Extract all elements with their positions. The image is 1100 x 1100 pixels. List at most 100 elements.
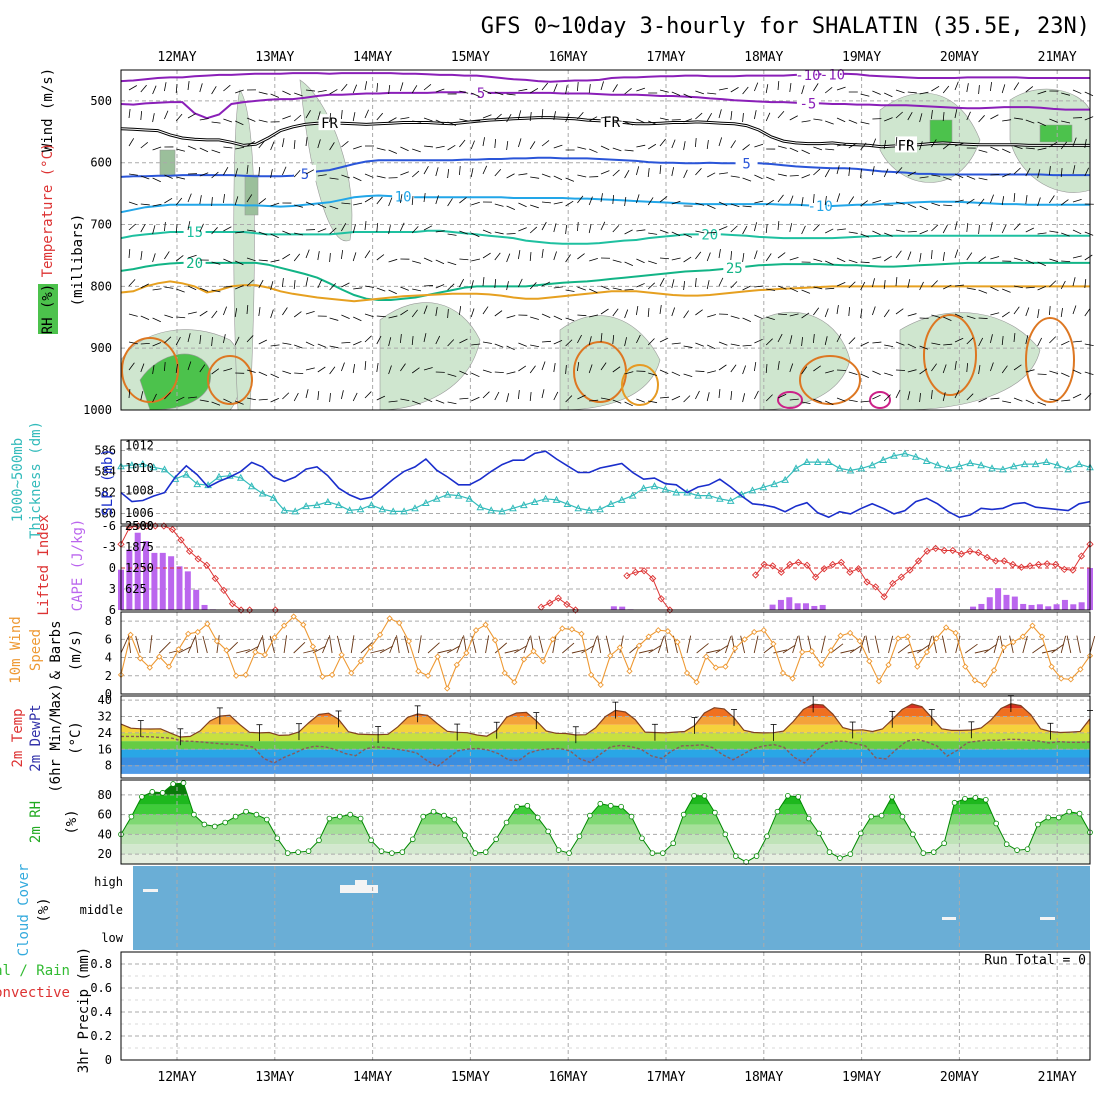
wind-barb [152,288,162,291]
contour-label: FR [603,115,620,131]
wind-barb [541,389,545,399]
wind-barb [895,167,903,175]
wind-speed-point [261,651,269,658]
wind-barb [695,230,705,234]
wind-barb [1049,230,1059,233]
wind-barb [305,367,315,371]
wind-barb [636,334,641,344]
rh-point [920,850,927,856]
wind-barb [235,120,244,126]
wind-barb [813,286,823,290]
wind-barb [695,251,702,260]
wind-barb [777,145,787,149]
wind-barb-10m [120,637,129,654]
wind-barb [789,287,799,293]
wind-barb [577,82,579,92]
wind-barb [718,249,721,259]
rh-point [962,795,968,802]
wind-barb [529,112,532,122]
wind-barb [683,281,685,291]
wind-barb [164,197,173,204]
wind-barb-10m [504,649,519,654]
wind-barb [400,309,409,316]
wind-barb-10m [350,635,355,654]
wind-barb [718,137,723,147]
wind-barb [400,117,410,120]
wind-barb [376,395,386,401]
wind-speed-point [1010,638,1017,646]
wind-barb [541,201,551,204]
wind-barb [471,396,480,402]
wind-barb [541,221,547,231]
wind-barb [1013,397,1023,402]
wind-barb [305,137,308,147]
date-label-top: 21MAY [1038,50,1077,65]
wind-barb [683,118,693,123]
wind-barb [907,369,917,373]
wind-barb [305,89,315,92]
rh-point [545,828,551,835]
wind-barb [234,336,240,346]
cape-frame [120,525,1091,611]
wind-barb [765,338,773,346]
wind-barb [919,230,929,235]
wind-barb [270,373,279,379]
wind-barb-10m [494,642,508,654]
wind-barb [1072,340,1082,343]
wind-barb [1001,336,1004,346]
wind-barb [317,251,320,261]
wind-barb [352,112,356,122]
wind-barb [1001,84,1006,94]
wind-barb [919,393,921,403]
wind-speed-point [1000,644,1007,651]
wind-barb [293,253,301,262]
wind-barb [577,362,580,372]
wind-barb [435,284,445,289]
wind-barb [187,81,190,91]
wind-barb [600,221,606,231]
contour-label-bg [821,65,844,82]
lifted-index-point [880,593,888,601]
lifted-index-point [134,522,142,530]
wind-barb-10m [552,635,557,654]
wind-barb [825,370,834,374]
wind-speed-point [674,638,681,646]
wind-barb-10m [941,635,947,654]
rh-point [889,793,895,800]
wind-barb [529,392,532,402]
wind-barb-10m [955,635,961,654]
wind-barb [978,256,987,263]
wind-barb [659,305,662,315]
wind-barb [766,316,775,321]
wind-barb [895,111,903,119]
wind-barb [317,391,320,401]
wind-barb [400,82,404,92]
wind-barb [199,364,206,373]
wind-speed-point [616,644,624,651]
wind-barb [707,314,716,318]
wind-barb [518,88,528,92]
wind-barb [423,145,433,148]
wind-barb [931,224,939,232]
wind-barb [270,397,279,403]
lifted-index-point [220,586,228,595]
slp-label: SLP (mb) [100,448,116,515]
wind-tick: 4 [105,651,112,665]
wind-barb [164,174,173,179]
lifted-index-tick: -6 [102,519,116,533]
lifted-index-point [932,544,940,553]
wind-barb [907,343,917,349]
wind-barb-10m [874,635,880,654]
wind-barb [1084,231,1094,236]
temp-band [121,757,1090,766]
cloud-level-label: low [101,931,123,945]
wind-barb [883,394,891,402]
wind-barb [872,341,882,344]
wind-barb [671,371,681,377]
rh-point [555,847,562,853]
wind-barb [1037,90,1047,95]
wind-barb [459,118,469,122]
wind-barb-10m [888,635,894,654]
wind-barb [789,147,799,152]
cape-bar [1028,604,1035,610]
